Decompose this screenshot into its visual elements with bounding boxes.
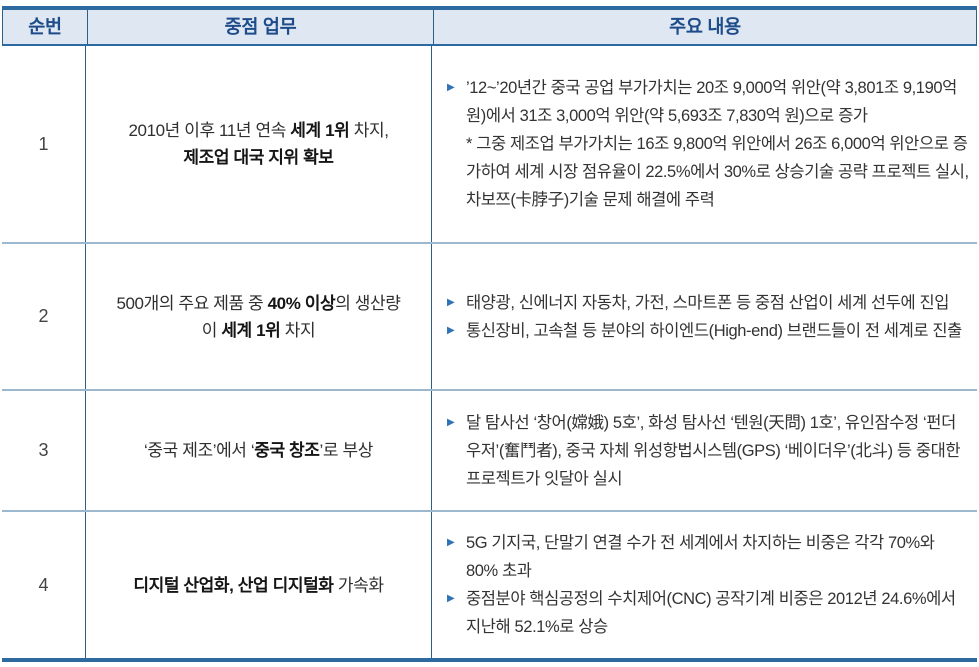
item-text: 5G 기지국, 단말기 연결 수가 전 세계에서 차지하는 비중은 각각 70%… <box>466 529 969 585</box>
table-body: 1 2010년 이후 11년 연속 세계 1위 차지, 제조업 대국 지위 확보 ▶… <box>2 46 977 658</box>
task-cell: ‘중국 제조’에서 ‘중국 창조’로 부상 <box>86 391 432 510</box>
bullet-icon: ▶ <box>447 593 455 604</box>
task-text: 디지털 산업화, 산업 디지털화 가속화 <box>133 572 384 599</box>
bold-text: 중국 창조 <box>254 441 320 460</box>
text: 태양광, 신에너지 자동차, 가전, 스마트폰 등 중점 산업이 세계 선두에 … <box>466 293 950 312</box>
table-row: 2 500개의 주요 제품 중 40% 이상의 생산량 이 세계 1위 차지 ▶ 태양… <box>2 242 977 389</box>
text: 500개의 주요 제품 중 <box>116 293 268 313</box>
table-row: 4 디지털 산업화, 산업 디지털화 가속화 ▶ 5G 기지국, 단말기 연결 수가 … <box>2 510 977 658</box>
header-col-task: 중점 업무 <box>87 10 433 44</box>
text: ’12~’20년간 중국 공업 부가가치는 20조 9,000억 위안(약 3,… <box>466 79 957 125</box>
content-cell: ▶ 5G 기지국, 단말기 연결 수가 전 세계에서 차지하는 비중은 각각 70… <box>432 512 977 658</box>
bullet-icon: ▶ <box>447 416 455 428</box>
text: ‘중국 제조’에서 ‘ <box>144 441 255 460</box>
bullet-icon: ▶ <box>447 82 455 93</box>
task-text: 2010년 이후 11년 연속 세계 1위 차지, 제조업 대국 지위 확보 <box>128 117 388 171</box>
item-text: 태양광, 신에너지 자동차, 가전, 스마트폰 등 중점 산업이 세계 선두에 … <box>466 289 969 317</box>
bullet-item: ▶ 중점분야 핵심공정의 수치제어(CNC) 공작기계 비중은 2012년 24.… <box>444 585 969 641</box>
text: 2010년 이후 11년 연속 <box>128 121 291 140</box>
row-number: 3 <box>2 391 86 510</box>
item-text: 달 탐사선 ‘창어(嫦娥) 5호’, 화성 탐사선 ‘텐원(天問) 1호’, 유… <box>466 409 969 493</box>
bullet-icon: ▶ <box>447 537 455 548</box>
table-row: 1 2010년 이후 11년 연속 세계 1위 차지, 제조업 대국 지위 확보 ▶… <box>2 46 977 242</box>
row-number: 1 <box>2 46 86 242</box>
row-number: 2 <box>2 244 86 389</box>
text: 가속화 <box>333 575 384 595</box>
bullet-item: ▶ 태양광, 신에너지 자동차, 가전, 스마트폰 등 중점 산업이 세계 선두에… <box>444 289 969 317</box>
text: 중점분야 핵심공정의 수치제어(CNC) 공작기계 비중은 2012년 24.6… <box>466 590 956 636</box>
text: 차지 <box>280 320 316 340</box>
note-item: * 그중 제조업 부가가치는 16조 9,800억 위안에서 26조 6,000… <box>444 130 969 214</box>
table-row: 3 ‘중국 제조’에서 ‘중국 창조’로 부상 ▶ 달 탐사선 ‘창어(嫦娥) 5호’… <box>2 389 977 510</box>
text: 달 탐사선 ‘창어(嫦娥) 5호’, 화성 탐사선 ‘텐원(天問) 1호’, 유… <box>466 413 961 488</box>
text: 차지, <box>353 121 389 140</box>
bold-text: 디지털 산업화, 산업 디지털화 <box>133 575 334 595</box>
header-col-content: 주요 내용 <box>433 10 976 44</box>
key-tasks-table: 순번 중점 업무 주요 내용 1 2010년 이후 11년 연속 세계 1위 차지… <box>2 6 977 662</box>
bullet-icon: ▶ <box>447 324 455 336</box>
item-text: ’12~’20년간 중국 공업 부가가치는 20조 9,000억 위안(약 3,… <box>466 74 969 130</box>
content-cell: ▶ ’12~’20년간 중국 공업 부가가치는 20조 9,000억 위안(약 3… <box>432 46 977 242</box>
bullet-item: ▶ 통신장비, 고속철 등 분야의 하이엔드(High-end) 브랜드들이 전 … <box>444 317 969 345</box>
bold-text: 제조업 대국 지위 확보 <box>183 148 334 167</box>
content-cell: ▶ 태양광, 신에너지 자동차, 가전, 스마트폰 등 중점 산업이 세계 선두에… <box>432 244 977 389</box>
task-cell: 디지털 산업화, 산업 디지털화 가속화 <box>86 512 432 658</box>
item-text: 통신장비, 고속철 등 분야의 하이엔드(High-end) 브랜드들이 전 세… <box>466 317 969 345</box>
text: * 그중 제조업 부가가치는 16조 9,800억 위안에서 26조 6,000… <box>466 135 969 209</box>
header-col-number: 순번 <box>28 16 62 37</box>
task-text: 500개의 주요 제품 중 40% 이상의 생산량 이 세계 1위 차지 <box>116 290 400 344</box>
text: ’로 부상 <box>319 441 374 460</box>
bold-text: 세계 1위 <box>221 320 281 340</box>
content-cell: ▶ 달 탐사선 ‘창어(嫦娥) 5호’, 화성 탐사선 ‘텐원(天問) 1호’, … <box>432 391 977 510</box>
item-text: * 그중 제조업 부가가치는 16조 9,800억 위안에서 26조 6,000… <box>466 130 969 214</box>
bullet-icon: ▶ <box>447 296 455 308</box>
bold-text: 세계 1위 <box>290 121 350 140</box>
bullet-item: ▶ 달 탐사선 ‘창어(嫦娥) 5호’, 화성 탐사선 ‘텐원(天問) 1호’, … <box>444 409 969 493</box>
row-number: 4 <box>2 512 86 658</box>
table-header-row: 순번 중점 업무 주요 내용 <box>2 10 977 46</box>
item-text: 중점분야 핵심공정의 수치제어(CNC) 공작기계 비중은 2012년 24.6… <box>466 585 969 641</box>
bold-text: 40% 이상 <box>267 293 336 313</box>
task-text: ‘중국 제조’에서 ‘중국 창조’로 부상 <box>144 437 373 464</box>
text: 5G 기지국, 단말기 연결 수가 전 세계에서 차지하는 비중은 각각 70%… <box>466 534 935 580</box>
text: 통신장비, 고속철 등 분야의 하이엔드(High-end) 브랜드들이 전 세… <box>466 321 962 340</box>
text: 의 생산량 이 <box>201 293 401 340</box>
bullet-item: ▶ 5G 기지국, 단말기 연결 수가 전 세계에서 차지하는 비중은 각각 70… <box>444 529 969 585</box>
task-cell: 500개의 주요 제품 중 40% 이상의 생산량 이 세계 1위 차지 <box>86 244 432 389</box>
task-cell: 2010년 이후 11년 연속 세계 1위 차지, 제조업 대국 지위 확보 <box>86 46 432 242</box>
bullet-item: ▶ ’12~’20년간 중국 공업 부가가치는 20조 9,000억 위안(약 3… <box>444 74 969 130</box>
